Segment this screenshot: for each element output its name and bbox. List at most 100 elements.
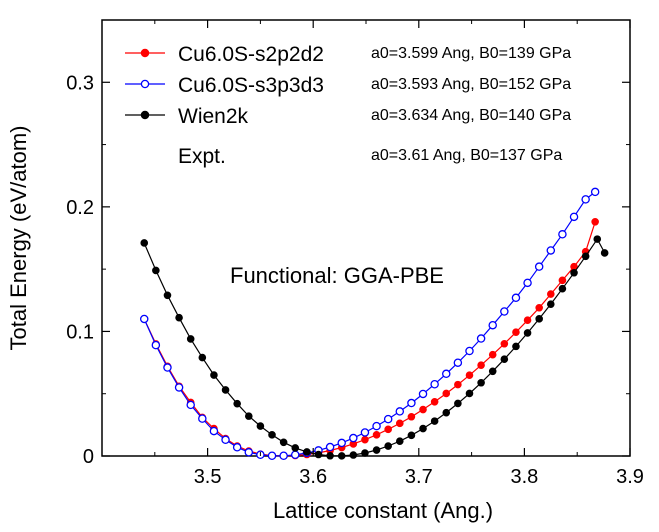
functional-annotation: Functional: GGA-PBE <box>230 263 444 288</box>
data-point <box>407 398 416 408</box>
data-point <box>477 378 485 387</box>
data-point <box>163 291 172 300</box>
fit-params-text: a0=3.634 Ang, B0=140 GPa <box>371 107 571 124</box>
data-point <box>349 451 358 459</box>
data-point <box>140 239 149 247</box>
legend-label: Cu6.0S-s2p2d2 <box>178 43 324 66</box>
y-tick-label: 0 <box>83 446 94 468</box>
data-point <box>337 438 346 448</box>
data-point <box>465 346 474 356</box>
data-point <box>303 448 311 456</box>
data-point <box>430 417 439 425</box>
data-point <box>535 315 543 323</box>
data-point <box>337 452 346 460</box>
x-tick-label: 3.5 <box>194 466 222 488</box>
expt-label: Expt. <box>178 145 226 168</box>
data-point <box>210 371 218 379</box>
plot-frame <box>101 19 631 457</box>
data-point <box>244 448 254 457</box>
data-point <box>372 431 381 439</box>
legend-marker <box>140 79 150 89</box>
legend: Cu6.0S-s2p2d2 a0=3.599 Ang, B0=139 GPa Cu6… <box>125 43 571 128</box>
legend-label: Wien2k <box>178 105 249 128</box>
data-point <box>593 235 602 243</box>
series-line <box>143 191 596 457</box>
data-point <box>512 342 520 351</box>
data-point <box>395 419 404 428</box>
data-point <box>511 293 521 303</box>
data-point <box>591 218 599 226</box>
data-point <box>500 355 509 364</box>
series-1 <box>139 187 600 461</box>
ticks-layer: 3.5 3.6 3.7 3.8 3.9 0 0.1 0.2 0.3 <box>66 20 644 488</box>
data-point <box>326 451 334 460</box>
data-point <box>546 246 556 255</box>
data-point <box>453 358 463 367</box>
data-point <box>383 414 393 424</box>
data-point <box>186 400 195 410</box>
data-point <box>268 431 276 439</box>
data-point <box>175 313 183 322</box>
data-point <box>360 428 370 437</box>
data-point <box>349 433 358 443</box>
data-point <box>419 405 427 414</box>
data-point <box>558 284 567 293</box>
data-point <box>361 449 369 457</box>
data-point <box>547 290 555 298</box>
data-point <box>523 316 532 325</box>
y-tick-label: 0.2 <box>66 197 94 219</box>
data-point <box>581 252 590 261</box>
data-point <box>233 399 241 408</box>
data-point <box>256 422 265 430</box>
data-point <box>442 369 451 379</box>
data-point <box>395 407 405 416</box>
series-layer <box>139 187 609 461</box>
data-point <box>534 262 544 271</box>
data-point <box>221 386 230 394</box>
fit-params-text: a0=3.599 Ang, B0=139 GPa <box>371 45 571 62</box>
data-point <box>198 353 207 362</box>
legend-marker <box>140 48 150 58</box>
data-point <box>488 320 497 330</box>
data-point <box>174 383 184 392</box>
expt-fit-text: a0=3.61 Ang, B0=137 GPa <box>371 147 562 164</box>
data-point <box>477 361 485 369</box>
data-point <box>279 438 288 447</box>
data-point <box>186 335 195 343</box>
data-point <box>488 350 497 359</box>
data-point <box>488 367 497 376</box>
data-point <box>500 339 509 348</box>
data-point <box>361 435 369 444</box>
data-point <box>523 278 532 288</box>
data-point <box>209 426 219 436</box>
data-point <box>430 398 439 406</box>
data-point <box>523 329 532 337</box>
data-point <box>570 268 578 277</box>
data-point <box>232 443 242 452</box>
data-point <box>558 276 567 285</box>
data-point <box>600 249 609 257</box>
series-line <box>143 221 596 457</box>
y-axis-label: Total Energy (eV/atom) <box>6 126 31 351</box>
data-point <box>454 399 462 408</box>
data-point <box>442 389 451 398</box>
data-point <box>152 266 160 275</box>
y-tick-label: 0.3 <box>66 72 94 94</box>
y-tick-label: 0.1 <box>66 321 94 343</box>
series-2 <box>140 235 609 460</box>
data-point <box>290 450 300 460</box>
data-point <box>558 230 567 239</box>
data-point <box>442 408 451 417</box>
data-point <box>454 380 462 389</box>
data-point <box>163 363 172 372</box>
data-point <box>590 187 600 197</box>
data-point <box>139 314 149 324</box>
data-point <box>372 421 381 431</box>
data-point <box>418 389 428 399</box>
data-point <box>325 442 335 452</box>
data-point <box>430 379 439 389</box>
data-point <box>407 412 416 421</box>
data-point <box>512 328 520 336</box>
x-axis-label: Lattice constant (Ang.) <box>273 498 493 523</box>
